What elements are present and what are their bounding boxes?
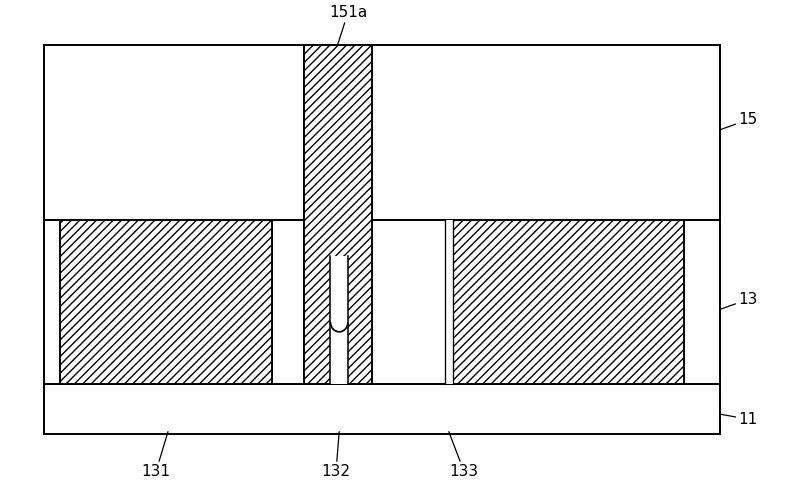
Text: 11: 11 [720, 412, 758, 427]
Text: 131: 131 [142, 432, 170, 479]
Bar [60, 220, 272, 384]
Bar [330, 256, 348, 384]
Bar [445, 220, 453, 384]
Text: 13: 13 [720, 292, 758, 309]
Text: 133: 133 [449, 432, 478, 479]
Bar [304, 45, 372, 384]
Text: 132: 132 [322, 432, 350, 479]
Text: 151a: 151a [329, 5, 367, 45]
Text: 15: 15 [720, 112, 758, 130]
Bar [452, 220, 684, 384]
Bar [44, 384, 720, 434]
Bar [44, 45, 720, 220]
Bar [44, 220, 720, 384]
